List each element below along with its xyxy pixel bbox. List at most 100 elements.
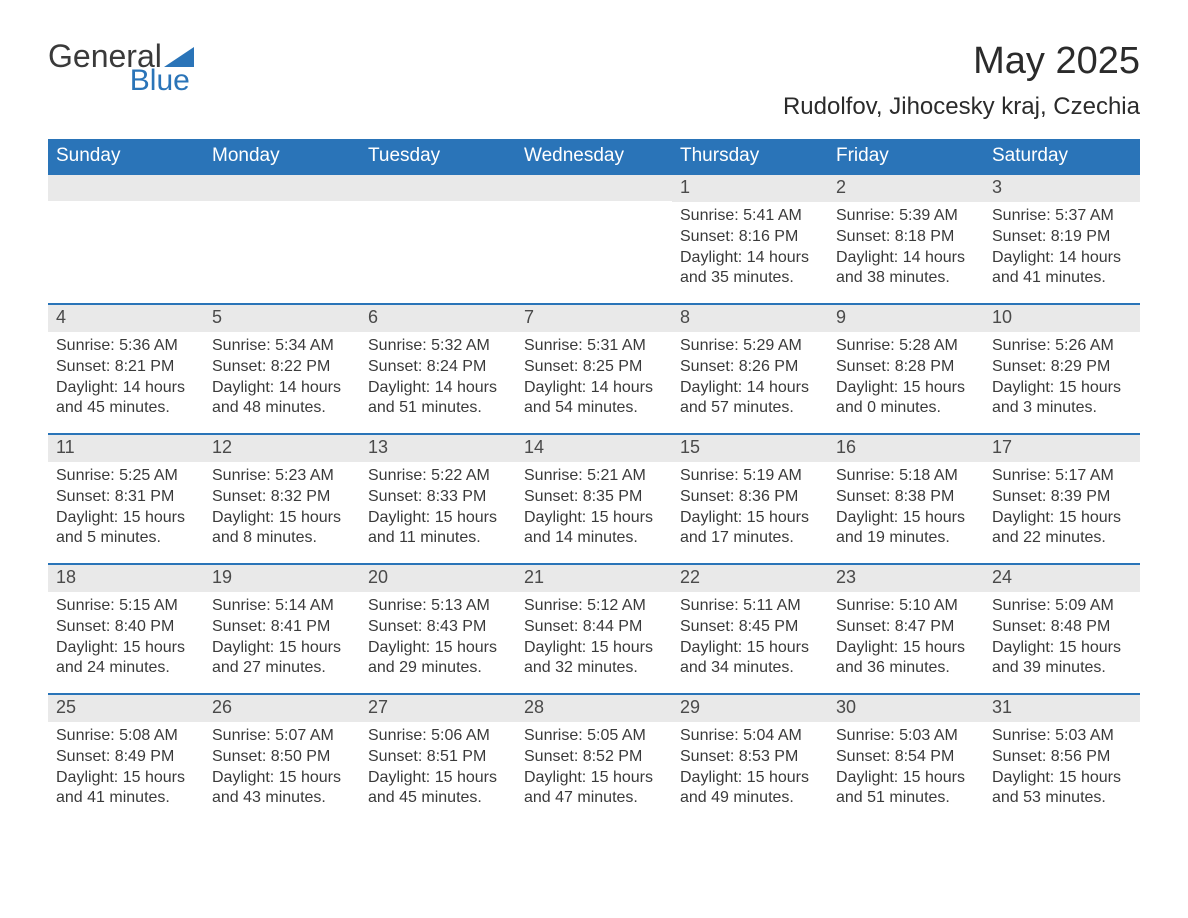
detail-line: and 36 minutes. (836, 658, 976, 679)
day-details: Sunrise: 5:03 AMSunset: 8:56 PMDaylight:… (984, 726, 1140, 809)
calendar-cell: 23Sunrise: 5:10 AMSunset: 8:47 PMDayligh… (828, 565, 984, 693)
detail-line: and 5 minutes. (56, 528, 196, 549)
calendar-cell: 3 Sunrise: 5:37 AMSunset: 8:19 PMDaylight… (984, 175, 1140, 303)
day-number: 9 (828, 305, 984, 332)
day-details: Sunrise: 5:41 AMSunset: 8:16 PMDaylight:… (672, 206, 828, 289)
detail-line: Sunset: 8:51 PM (368, 747, 508, 768)
day-number: 8 (672, 305, 828, 332)
detail-line: Sunrise: 5:36 AM (56, 336, 196, 357)
detail-line: Sunset: 8:24 PM (368, 357, 508, 378)
detail-line: Sunrise: 5:05 AM (524, 726, 664, 747)
day-details: Sunrise: 5:13 AMSunset: 8:43 PMDaylight:… (360, 596, 516, 679)
detail-line: Sunset: 8:32 PM (212, 487, 352, 508)
header: General Blue May 2025 Rudolfov, Jihocesk… (48, 40, 1140, 121)
day-details: Sunrise: 5:22 AMSunset: 8:33 PMDaylight:… (360, 466, 516, 549)
calendar-cell (204, 175, 360, 303)
weekday-header: Sunday (48, 139, 204, 175)
detail-line: and 41 minutes. (992, 268, 1132, 289)
day-details: Sunrise: 5:23 AMSunset: 8:32 PMDaylight:… (204, 466, 360, 549)
detail-line: Sunrise: 5:37 AM (992, 206, 1132, 227)
detail-line: Sunrise: 5:09 AM (992, 596, 1132, 617)
calendar-cell: 29Sunrise: 5:04 AMSunset: 8:53 PMDayligh… (672, 695, 828, 823)
detail-line: and 41 minutes. (56, 788, 196, 809)
detail-line: Sunset: 8:19 PM (992, 227, 1132, 248)
day-number: 13 (360, 435, 516, 462)
detail-line: and 3 minutes. (992, 398, 1132, 419)
detail-line: Sunrise: 5:29 AM (680, 336, 820, 357)
detail-line: Daylight: 15 hours (680, 768, 820, 789)
calendar-cell: 18Sunrise: 5:15 AMSunset: 8:40 PMDayligh… (48, 565, 204, 693)
day-number: 14 (516, 435, 672, 462)
detail-line: Sunset: 8:31 PM (56, 487, 196, 508)
day-number: 31 (984, 695, 1140, 722)
detail-line: Sunset: 8:38 PM (836, 487, 976, 508)
day-number: 2 (828, 175, 984, 202)
detail-line: Sunrise: 5:28 AM (836, 336, 976, 357)
detail-line: Sunset: 8:21 PM (56, 357, 196, 378)
detail-line: and 0 minutes. (836, 398, 976, 419)
calendar-cell: 22Sunrise: 5:11 AMSunset: 8:45 PMDayligh… (672, 565, 828, 693)
detail-line: Sunrise: 5:15 AM (56, 596, 196, 617)
detail-line: Sunrise: 5:21 AM (524, 466, 664, 487)
detail-line: Daylight: 15 hours (680, 508, 820, 529)
day-details: Sunrise: 5:07 AMSunset: 8:50 PMDaylight:… (204, 726, 360, 809)
day-number: 20 (360, 565, 516, 592)
detail-line: Sunrise: 5:10 AM (836, 596, 976, 617)
detail-line: Sunrise: 5:06 AM (368, 726, 508, 747)
day-number: 11 (48, 435, 204, 462)
calendar-cell: 7Sunrise: 5:31 AMSunset: 8:25 PMDaylight… (516, 305, 672, 433)
detail-line: and 27 minutes. (212, 658, 352, 679)
detail-line: Sunrise: 5:32 AM (368, 336, 508, 357)
detail-line: Sunrise: 5:23 AM (212, 466, 352, 487)
page-subtitle: Rudolfov, Jihocesky kraj, Czechia (783, 93, 1140, 121)
detail-line: Daylight: 14 hours (680, 378, 820, 399)
day-number: 3 (984, 175, 1140, 202)
calendar-cell: 10Sunrise: 5:26 AMSunset: 8:29 PMDayligh… (984, 305, 1140, 433)
detail-line: Daylight: 15 hours (992, 378, 1132, 399)
detail-line: Daylight: 15 hours (368, 508, 508, 529)
detail-line: Sunrise: 5:25 AM (56, 466, 196, 487)
calendar-cell: 20 Sunrise: 5:13 AMSunset: 8:43 PMDayligh… (360, 565, 516, 693)
calendar-cell: 30Sunrise: 5:03 AMSunset: 8:54 PMDayligh… (828, 695, 984, 823)
weekday-header: Thursday (672, 139, 828, 175)
detail-line: and 22 minutes. (992, 528, 1132, 549)
weekday-header: Monday (204, 139, 360, 175)
day-details: Sunrise: 5:09 AMSunset: 8:48 PMDaylight:… (984, 596, 1140, 679)
day-details: Sunrise: 5:36 AMSunset: 8:21 PMDaylight:… (48, 336, 204, 419)
detail-line: and 14 minutes. (524, 528, 664, 549)
detail-line: Sunset: 8:50 PM (212, 747, 352, 768)
calendar-week: 4Sunrise: 5:36 AMSunset: 8:21 PMDaylight… (48, 303, 1140, 433)
day-details: Sunrise: 5:04 AMSunset: 8:53 PMDaylight:… (672, 726, 828, 809)
day-details: Sunrise: 5:28 AMSunset: 8:28 PMDaylight:… (828, 336, 984, 419)
detail-line: Daylight: 14 hours (680, 248, 820, 269)
detail-line: Sunrise: 5:13 AM (368, 596, 508, 617)
detail-line: Sunrise: 5:31 AM (524, 336, 664, 357)
calendar-cell: 14Sunrise: 5:21 AMSunset: 8:35 PMDayligh… (516, 435, 672, 563)
detail-line: Sunrise: 5:11 AM (680, 596, 820, 617)
detail-line: Sunset: 8:29 PM (992, 357, 1132, 378)
calendar-cell (360, 175, 516, 303)
detail-line: Sunset: 8:52 PM (524, 747, 664, 768)
detail-line: Sunrise: 5:22 AM (368, 466, 508, 487)
day-number: 23 (828, 565, 984, 592)
day-details: Sunrise: 5:18 AMSunset: 8:38 PMDaylight:… (828, 466, 984, 549)
detail-line: and 11 minutes. (368, 528, 508, 549)
detail-line: Sunrise: 5:26 AM (992, 336, 1132, 357)
detail-line: Daylight: 15 hours (836, 638, 976, 659)
detail-line: and 54 minutes. (524, 398, 664, 419)
calendar: Sunday Monday Tuesday Wednesday Thursday… (48, 139, 1140, 823)
detail-line: Sunrise: 5:08 AM (56, 726, 196, 747)
calendar-cell: 1Sunrise: 5:41 AMSunset: 8:16 PMDaylight… (672, 175, 828, 303)
calendar-cell: 4Sunrise: 5:36 AMSunset: 8:21 PMDaylight… (48, 305, 204, 433)
detail-line: and 53 minutes. (992, 788, 1132, 809)
calendar-cell: 13 Sunrise: 5:22 AMSunset: 8:33 PMDayligh… (360, 435, 516, 563)
detail-line: and 49 minutes. (680, 788, 820, 809)
day-number: 12 (204, 435, 360, 462)
detail-line: Daylight: 14 hours (992, 248, 1132, 269)
detail-line: Sunrise: 5:03 AM (992, 726, 1132, 747)
calendar-cell: 11Sunrise: 5:25 AMSunset: 8:31 PMDayligh… (48, 435, 204, 563)
detail-line: and 34 minutes. (680, 658, 820, 679)
detail-line: Sunset: 8:16 PM (680, 227, 820, 248)
calendar-week: 18Sunrise: 5:15 AMSunset: 8:40 PMDayligh… (48, 563, 1140, 693)
calendar-week: 25Sunrise: 5:08 AMSunset: 8:49 PMDayligh… (48, 693, 1140, 823)
